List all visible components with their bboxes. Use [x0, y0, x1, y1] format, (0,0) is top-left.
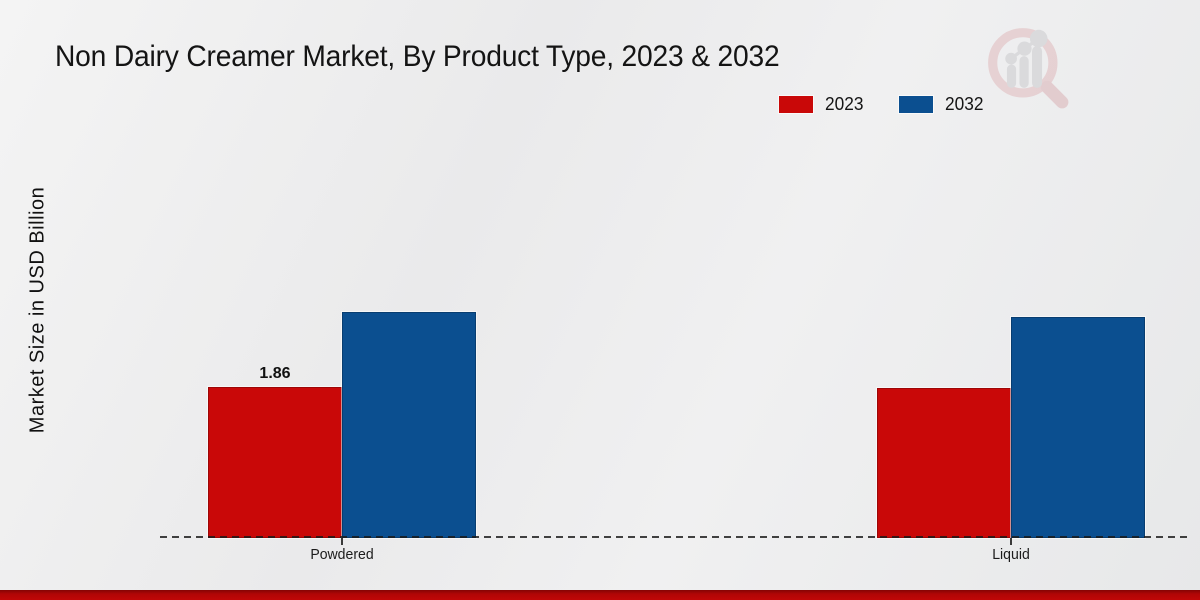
- brand-watermark-logo: [981, 21, 1073, 113]
- bar-powdered-2023: [208, 387, 342, 538]
- x-axis-category-label: Liquid: [992, 547, 1030, 563]
- magnifier-growth-chart-icon: [988, 28, 1069, 109]
- x-axis-category-label: Powdered: [310, 547, 374, 563]
- x-axis-tick-liquid: [1010, 538, 1012, 545]
- chart-title: Non Dairy Creamer Market, By Product Typ…: [55, 40, 780, 73]
- legend-label: 2032: [945, 94, 984, 114]
- bar-value-label: 1.86: [259, 365, 291, 382]
- x-axis-tick-powdered: [341, 538, 343, 545]
- bar-powdered-2032: [342, 312, 476, 538]
- legend-item-2023: 2023: [779, 94, 865, 115]
- footer-accent-bar: [0, 590, 1200, 600]
- legend-item-2032: 2032: [899, 94, 985, 115]
- legend-swatch-2032: [899, 96, 934, 113]
- legend: 2023 2032: [779, 94, 985, 115]
- bar-liquid-2023: [877, 388, 1011, 538]
- legend-swatch-2023: [779, 96, 813, 113]
- legend-label: 2023: [825, 94, 864, 114]
- x-axis-baseline: [160, 536, 1192, 538]
- bar-liquid-2032: [1011, 317, 1145, 538]
